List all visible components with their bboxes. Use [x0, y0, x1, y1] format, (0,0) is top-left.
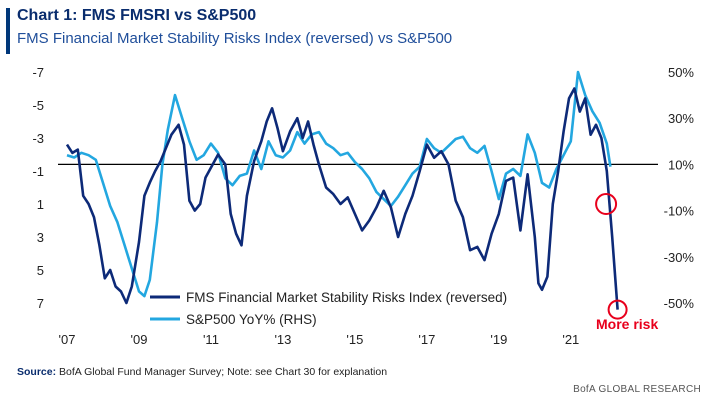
chart-subtitle: FMS Financial Market Stability Risks Ind…	[17, 30, 453, 47]
x-tick-label: '07	[59, 332, 76, 347]
legend-label: FMS Financial Market Stability Risks Ind…	[186, 290, 507, 305]
series-group	[65, 70, 619, 310]
source-text: BofA Global Fund Manager Survey; Note: s…	[59, 366, 388, 378]
left-axis: -7 -5 -3 -1 1 3 5 7	[32, 65, 44, 311]
left-tick-label: -3	[32, 131, 44, 146]
legend: FMS Financial Market Stability Risks Ind…	[150, 290, 507, 327]
right-tick-label: -30%	[664, 250, 695, 265]
series-line-fmsri	[65, 87, 619, 310]
right-tick-label: 30%	[668, 111, 694, 126]
title-accent-bar	[6, 8, 10, 54]
right-tick-label: 10%	[668, 157, 694, 172]
left-tick-label: -1	[32, 164, 44, 179]
x-tick-label: '19	[490, 332, 507, 347]
annotation-label: More risk	[596, 316, 658, 332]
x-tick-label: '15	[346, 332, 363, 347]
x-tick-label: '13	[274, 332, 291, 347]
credit-label: BofA GLOBAL RESEARCH	[573, 384, 701, 395]
x-tick-label: '09	[130, 332, 147, 347]
left-tick-label: 7	[37, 296, 44, 311]
chart-title: Chart 1: FMS FMSRI vs S&P500	[17, 7, 257, 24]
x-tick-label: '21	[562, 332, 579, 347]
series-line-sp500	[66, 70, 612, 298]
x-axis: '07 '09 '11 '13 '15 '17 '19 '21	[59, 332, 580, 347]
x-tick-label: '17	[418, 332, 435, 347]
source-label: Source:	[17, 366, 57, 378]
right-axis: 50% 30% 10% -10% -30% -50%	[664, 65, 695, 311]
left-tick-label: 5	[37, 263, 44, 278]
right-tick-label: 50%	[668, 65, 694, 80]
right-tick-label: -10%	[664, 204, 695, 219]
left-tick-label: 1	[37, 197, 44, 212]
right-tick-label: -50%	[664, 296, 695, 311]
risk-circle-marker	[607, 299, 628, 320]
left-tick-label: -5	[32, 98, 44, 113]
left-tick-label: -7	[32, 65, 44, 80]
left-tick-label: 3	[37, 230, 44, 245]
risk-circle-marker	[595, 193, 618, 215]
annotation: More risk	[595, 193, 658, 332]
x-tick-label: '11	[203, 332, 219, 347]
source-note: Source: BofA Global Fund Manager Survey;…	[17, 366, 387, 378]
legend-label: S&P500 YoY% (RHS)	[186, 312, 317, 327]
